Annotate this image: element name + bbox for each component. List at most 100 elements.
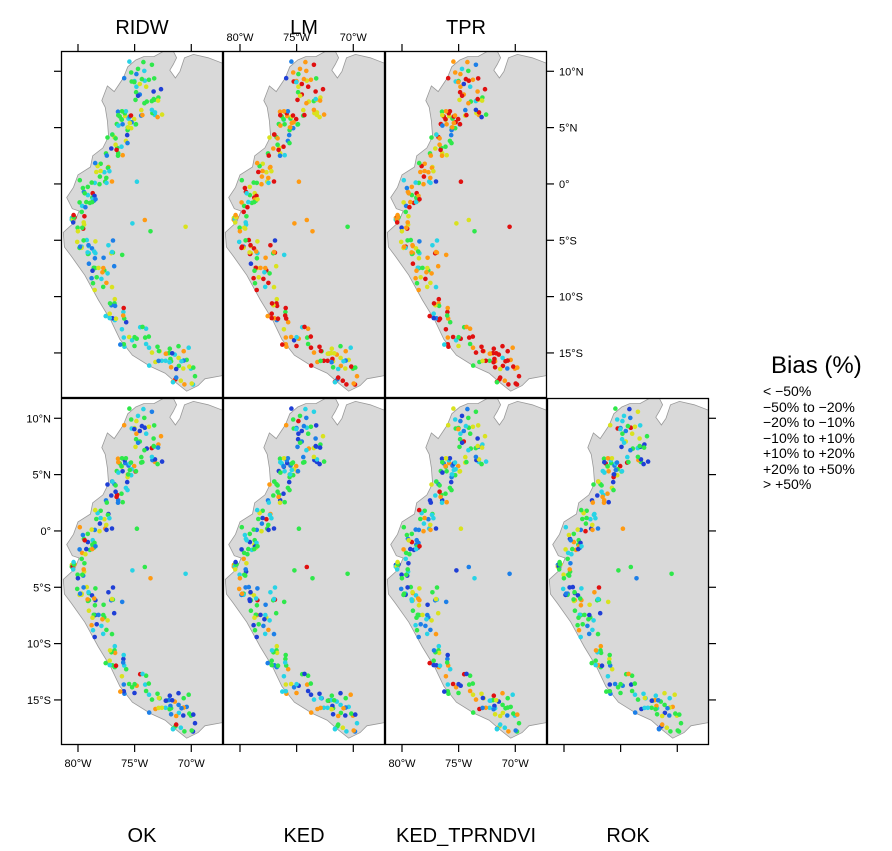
station-point xyxy=(452,417,458,422)
station-point xyxy=(104,280,109,286)
station-point xyxy=(296,418,301,424)
station-point xyxy=(110,585,116,590)
station-point xyxy=(169,698,175,703)
station-point xyxy=(305,326,311,332)
station-point xyxy=(293,116,299,122)
station-point xyxy=(606,469,611,474)
station-point xyxy=(475,423,481,428)
station-point xyxy=(505,366,510,371)
station-point xyxy=(625,454,630,460)
station-point xyxy=(85,531,91,537)
station-point xyxy=(243,585,248,590)
station-point xyxy=(275,136,280,141)
station-point xyxy=(129,685,135,690)
station-point xyxy=(163,351,169,357)
station-point xyxy=(191,712,196,717)
station-point xyxy=(170,379,176,385)
station-point xyxy=(140,459,145,465)
station-point xyxy=(173,375,179,380)
station-point xyxy=(124,132,130,138)
station-point xyxy=(422,168,427,174)
station-point xyxy=(296,526,302,531)
station-point xyxy=(253,596,259,601)
station-point xyxy=(424,284,430,290)
station-point xyxy=(511,364,516,369)
station-point xyxy=(566,532,572,538)
station-point xyxy=(232,220,238,225)
station-point xyxy=(515,365,520,370)
station-point xyxy=(632,692,638,697)
station-point xyxy=(295,89,301,95)
bias-legend: Bias (%) < −50% −50% to −20% −20% to −10… xyxy=(763,352,862,493)
station-point xyxy=(176,702,181,708)
station-point xyxy=(451,467,457,473)
station-point xyxy=(606,499,611,505)
station-point xyxy=(96,265,101,271)
station-point xyxy=(254,634,259,640)
station-point xyxy=(635,697,641,702)
station-point xyxy=(470,692,476,697)
station-point xyxy=(167,346,173,352)
station-point xyxy=(480,358,485,364)
station-point xyxy=(280,342,285,347)
station-point xyxy=(248,589,253,595)
station-point xyxy=(429,135,434,140)
station-point xyxy=(283,652,288,658)
station-point xyxy=(473,107,479,113)
station-point xyxy=(281,252,287,258)
station-point xyxy=(437,489,442,494)
station-point xyxy=(141,59,146,65)
station-point xyxy=(466,217,472,223)
station-point xyxy=(75,225,80,230)
station-point xyxy=(246,546,251,552)
station-point xyxy=(281,674,287,679)
station-point xyxy=(128,460,134,465)
station-point xyxy=(254,287,259,293)
station-point xyxy=(349,711,354,716)
station-point xyxy=(128,70,134,75)
station-point xyxy=(181,695,186,701)
station-point xyxy=(436,296,442,302)
station-point xyxy=(593,658,598,663)
station-point xyxy=(428,175,433,181)
station-point xyxy=(470,345,476,351)
station-point xyxy=(308,710,314,715)
station-point xyxy=(291,338,297,343)
station-point xyxy=(245,204,250,210)
station-point xyxy=(632,681,638,686)
station-point xyxy=(317,691,322,697)
station-point xyxy=(586,631,592,637)
x-tick-label: 70°W xyxy=(340,32,368,44)
station-point xyxy=(470,710,476,715)
station-point xyxy=(132,343,137,349)
station-point xyxy=(394,220,400,225)
station-point xyxy=(271,179,277,184)
station-point xyxy=(487,698,493,703)
station-point xyxy=(89,275,94,281)
station-point xyxy=(116,112,121,118)
station-point xyxy=(343,695,348,701)
station-point xyxy=(592,590,597,595)
station-point xyxy=(168,712,174,717)
station-point xyxy=(431,658,436,663)
station-point xyxy=(600,494,605,500)
station-point xyxy=(93,197,98,202)
station-point xyxy=(296,431,301,436)
station-point xyxy=(290,70,296,75)
station-point xyxy=(311,697,317,702)
station-point xyxy=(74,239,80,245)
station-point xyxy=(330,712,336,717)
station-point xyxy=(443,144,448,149)
station-point xyxy=(113,489,118,494)
station-point xyxy=(82,191,87,196)
station-point xyxy=(444,122,449,127)
station-point xyxy=(607,682,613,687)
station-point xyxy=(440,123,445,128)
station-point xyxy=(500,363,506,369)
station-point xyxy=(401,547,406,552)
station-point xyxy=(443,674,449,679)
station-point xyxy=(71,559,76,565)
station-point xyxy=(127,59,132,64)
station-point xyxy=(431,662,436,668)
station-point xyxy=(575,546,581,552)
